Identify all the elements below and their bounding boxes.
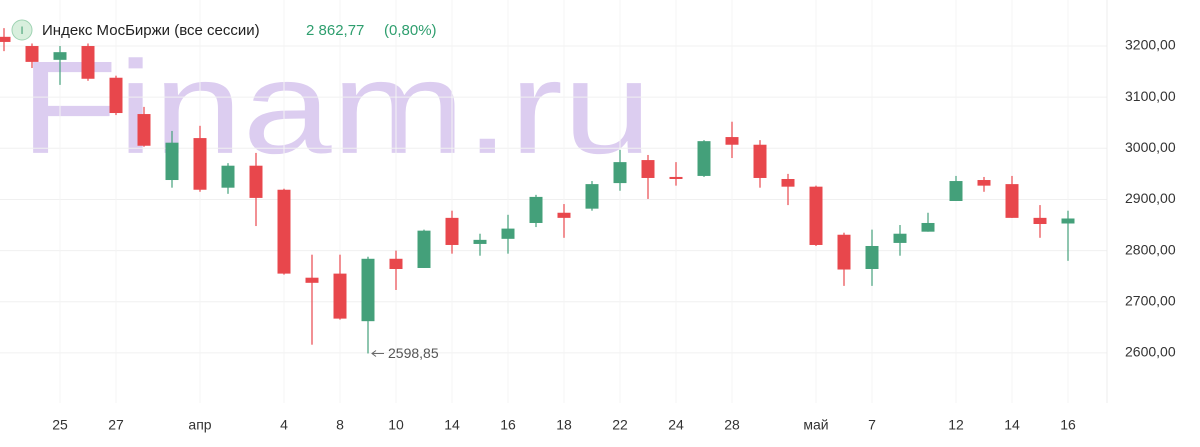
candle-body [557,212,571,218]
watermark: Finam.ru [20,34,652,181]
candle-body [809,186,823,245]
candle-body [249,165,263,198]
candle-body [585,184,599,209]
candle-body [473,239,487,244]
candle-body [837,234,851,270]
candle-body [333,273,347,319]
candle-body [193,138,207,190]
legend-icon-label: I [20,25,23,37]
chart-title: Индекс МосБиржи (все сессии) [42,22,260,39]
x-tick-label: 27 [108,417,124,433]
y-tick-label: 3200,00 [1125,37,1176,53]
x-tick-label: апр [188,417,211,433]
candle-body [165,142,179,181]
candle-body [445,217,459,245]
candle-body [921,222,935,232]
candle-body [781,178,795,187]
candle-body [109,77,123,114]
candle-body [725,137,739,145]
x-tick-label: 4 [280,417,288,433]
candle-body [669,176,683,179]
candle-body [893,233,907,243]
candle-body [25,46,39,62]
candle-body [53,52,67,60]
last-value: 2 862,77 [306,22,364,39]
candle-body [753,144,767,178]
candle-body [305,277,319,283]
candle-body [1033,217,1047,225]
candle-body [389,258,403,270]
candle-body [613,162,627,184]
x-tick-label: 10 [388,417,404,433]
x-tick-label: 16 [500,417,516,433]
candle-body [417,230,431,268]
annotation-label: 2598,85 [388,345,439,361]
candle-body [697,141,711,176]
x-tick-label: 24 [668,417,684,433]
candle-body [277,189,291,274]
candle-body [361,258,375,322]
plot-area [0,0,1107,403]
x-tick-label: 14 [1004,417,1020,433]
y-tick-label: 2800,00 [1125,241,1176,257]
x-tick-label: 12 [948,417,964,433]
y-tick-label: 3000,00 [1125,139,1176,155]
x-tick-label: 18 [556,417,572,433]
candle-body [137,114,151,146]
candle-body [221,165,235,188]
x-tick-label: 25 [52,417,68,433]
candle-body [501,228,515,239]
candle-body [81,46,95,79]
x-tick-label: май [803,417,828,433]
x-tick-label: 14 [444,417,460,433]
candle-body [1005,184,1019,218]
x-tick-label: 7 [868,417,876,433]
x-tick-label: 28 [724,417,740,433]
candle-body [1061,218,1075,224]
legend-icon [11,19,33,41]
y-tick-label: 2900,00 [1125,190,1176,206]
y-tick-label: 2700,00 [1125,292,1176,308]
candle-body [0,36,11,42]
y-tick-label: 3100,00 [1125,88,1176,104]
x-tick-label: 16 [1060,417,1076,433]
y-tick-label: 2600,00 [1125,344,1176,360]
annotation-arrowhead [371,350,377,357]
x-tick-label: 22 [612,417,628,433]
change: (0,80%) [384,22,437,39]
candle-body [641,160,655,178]
x-tick-label: 8 [336,417,344,433]
candle-body [865,245,879,270]
candle-body [977,180,991,186]
candle-body [949,181,963,201]
candle-body [529,196,543,223]
